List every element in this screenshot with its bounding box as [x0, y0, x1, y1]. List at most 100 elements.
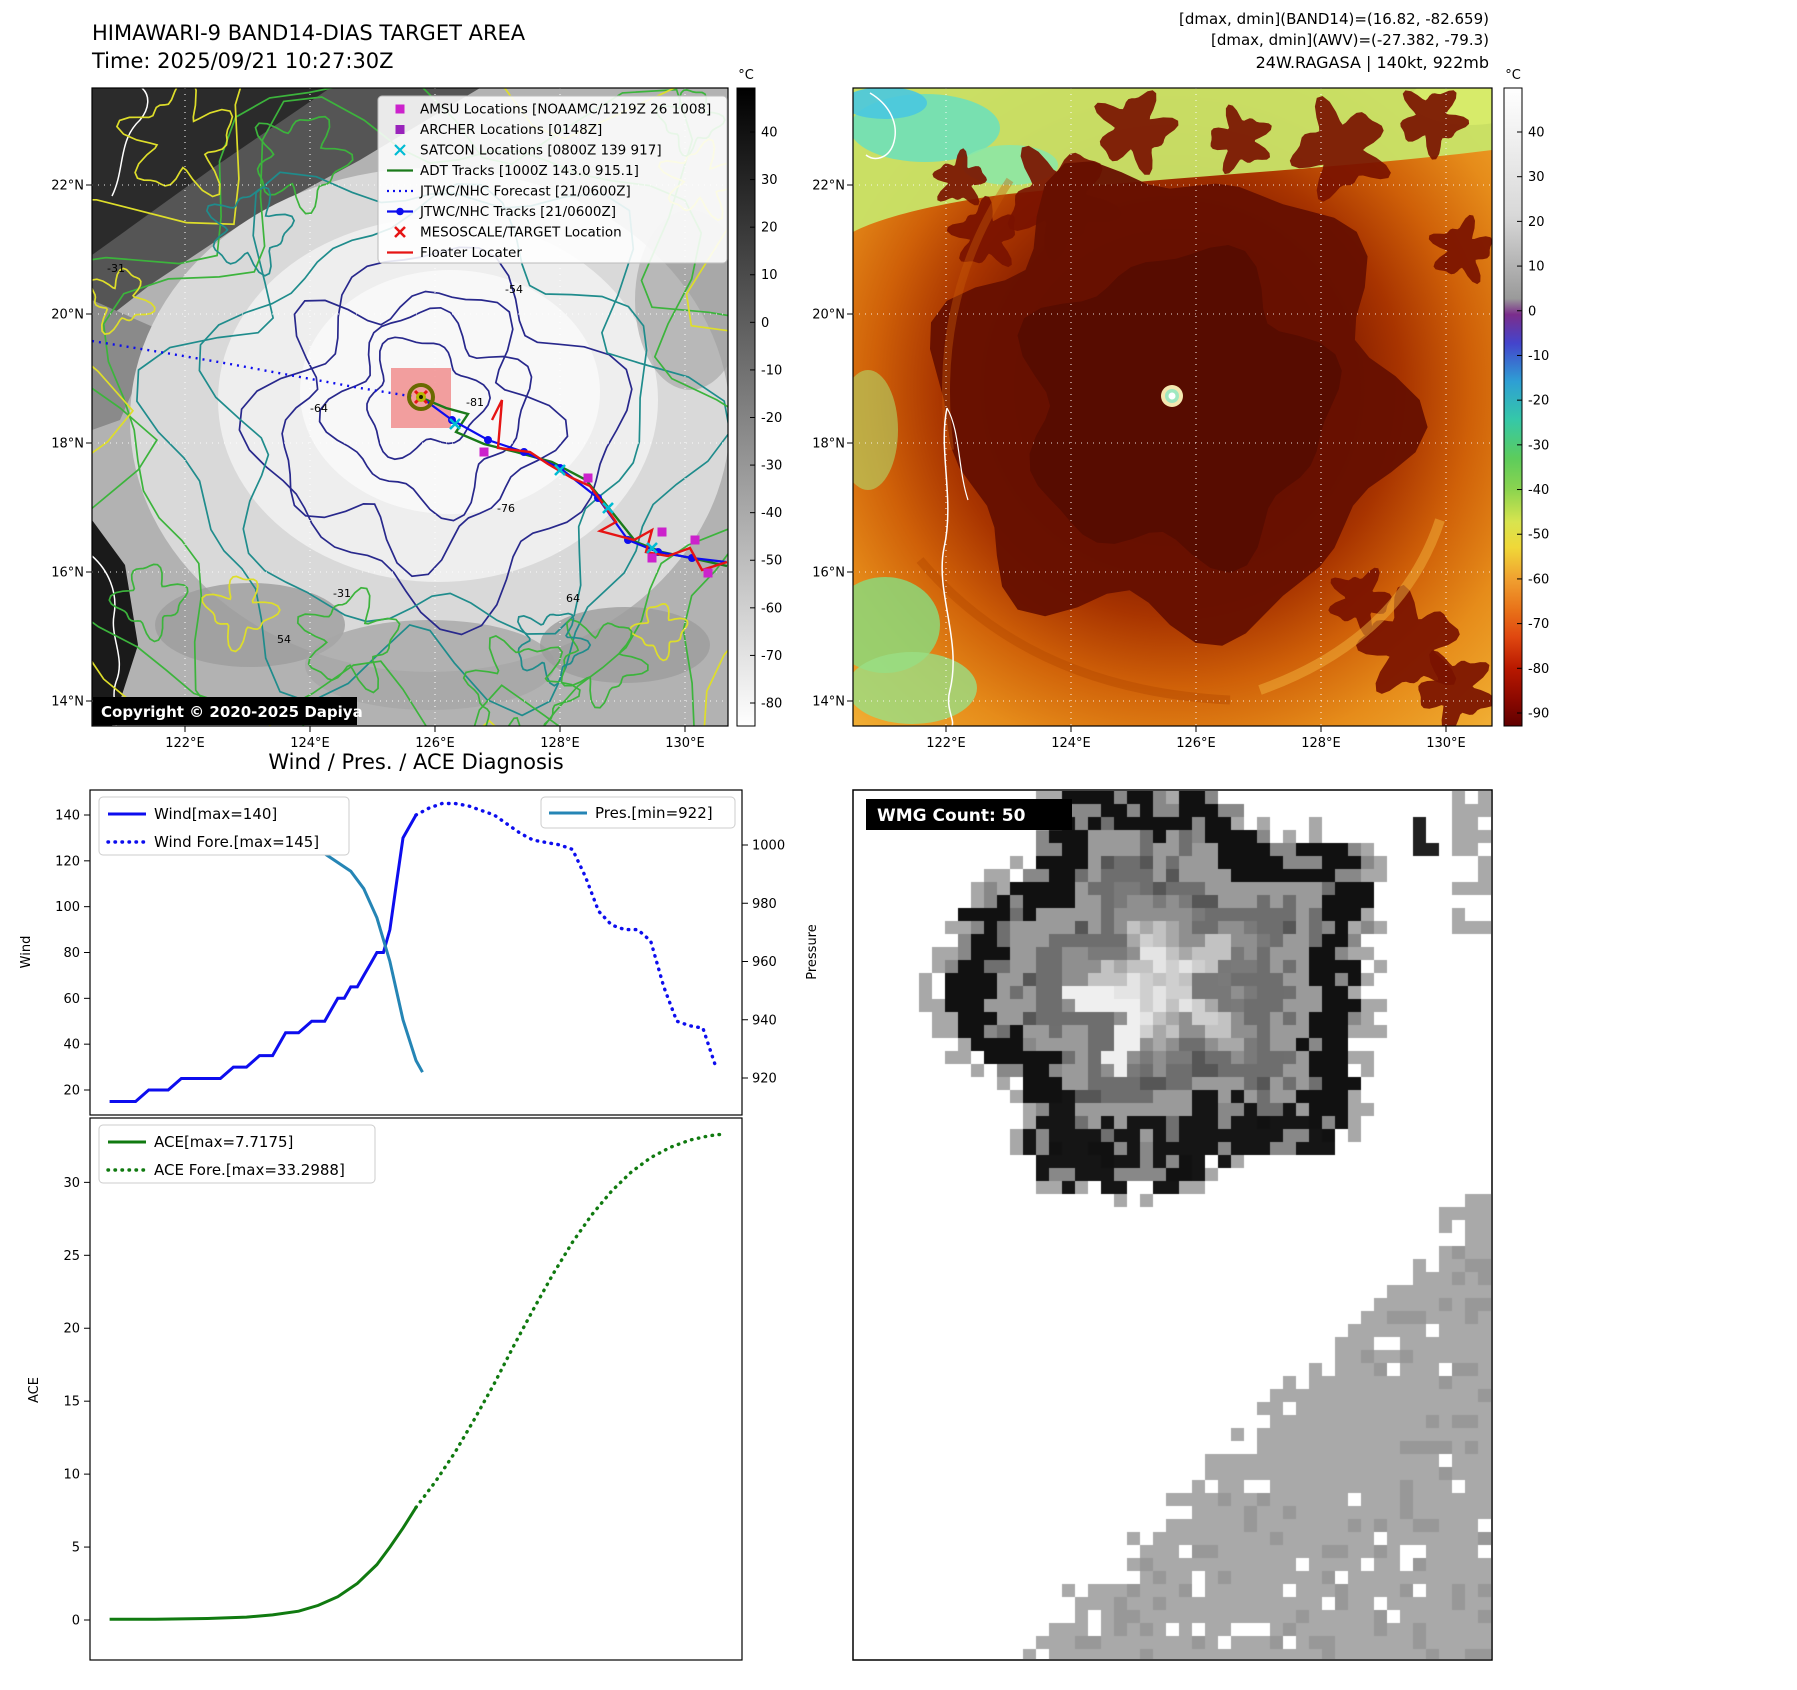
jtwc-dot-marker — [396, 207, 404, 216]
colorbar-tick-label: 20 — [761, 221, 778, 236]
band14-legend: AMSU Locations [NOAAMC/1219Z 26 1008] AR… — [377, 95, 728, 264]
band14-panel: HIMAWARI-9 BAND14-DIAS TARGET AREA Time:… — [51, 21, 782, 751]
legend-label: JTWC/NHC Tracks [21/0600Z] — [419, 204, 616, 220]
jtwc-forecast-track — [92, 339, 423, 400]
colorbar-tick-label: -50 — [761, 554, 782, 569]
ace-tick-label: 5 — [72, 1541, 80, 1556]
colorbar-tick-label: -40 — [761, 506, 782, 521]
wmg-border — [852, 789, 1493, 1661]
amsu-square-marker — [583, 473, 593, 483]
wmg-count-label: WMG Count: 50 — [877, 806, 1026, 826]
spiral-band — [1258, 518, 1445, 695]
lat-tick-label: 14°N — [51, 695, 84, 710]
copyright-bar — [93, 697, 357, 725]
wind-legend: Wind[max=140] Wind Fore.[max=145] — [98, 796, 350, 856]
contour-ring — [560, 618, 649, 709]
satcon-x-marker — [449, 418, 461, 430]
colorbar-tick-label: 30 — [1528, 170, 1545, 185]
colorbar-tick-label: 10 — [761, 268, 778, 283]
cloud-patch — [155, 583, 345, 667]
contour-ring — [92, 267, 156, 336]
contour-ring — [296, 586, 401, 694]
contour-ring — [201, 575, 281, 653]
wind-tick-label: 100 — [55, 900, 80, 915]
pressure-tick-label: 1000 — [752, 839, 785, 854]
chart-series-layer: 20 40 60 80 100 120 140 920 940 960 980 1000 0 5 10 15 2… — [55, 801, 785, 1629]
colorbar-tick-label: -30 — [761, 459, 782, 474]
colorbar-tick-label: -80 — [761, 696, 782, 711]
band14-title: HIMAWARI-9 BAND14-DIAS TARGET AREA — [92, 21, 526, 45]
colorbar-tick-label: 10 — [1528, 260, 1545, 275]
colorbar-tick-label: 40 — [761, 126, 778, 141]
satcon-x-marker — [646, 542, 658, 554]
lat-tick-label: 18°N — [812, 437, 845, 452]
amsu-square-marker — [703, 568, 713, 578]
lon-tick-label: 124°E — [1051, 736, 1091, 751]
wmg-pixel-image — [854, 791, 1491, 1659]
awv-panel: [dmax, dmin](BAND14)=(16.82, -82.659) [d… — [812, 10, 1549, 751]
colorbar-tick-label: -40 — [1528, 483, 1549, 498]
colorbar-tick-label: -20 — [761, 411, 782, 426]
cold-cloud-core — [92, 88, 330, 255]
satcon-x-marker — [554, 464, 566, 476]
diagnosis-panel: Wind / Pres. / ACE Diagnosis Wind Pressu… — [19, 750, 820, 1661]
colorbar-tick-label: -10 — [761, 363, 782, 378]
colorbar-tick-label: -80 — [1528, 662, 1549, 677]
ace-tick-label: 25 — [63, 1249, 80, 1264]
contour-ring — [254, 115, 354, 215]
wind-fore--max------series — [414, 801, 718, 1069]
contour-ring — [205, 186, 296, 277]
wind-tick-label: 20 — [63, 1084, 80, 1099]
diagnosis-title: Wind / Pres. / ACE Diagnosis — [268, 750, 563, 774]
colorbar-tick-label: -60 — [1528, 572, 1549, 587]
lon-tick-label: 126°E — [415, 736, 455, 751]
pressure-tick-label: 920 — [752, 1072, 777, 1087]
ace-max---------series — [109, 1506, 418, 1621]
colorbar-unit: °C — [738, 68, 754, 83]
colorbar-tick-label: -50 — [1528, 528, 1549, 543]
awv-colorbar-ticks: 40 30 20 10 0 -10 -20 -30 -40 -50 -60 -70 -80 -90 — [1517, 126, 1549, 721]
wind-tick-label: 140 — [55, 808, 80, 823]
legend-label: Floater Locater — [420, 245, 522, 261]
band14-colorbar-ticks: 40 30 20 10 0 -10 -20 -30 -40 -50 -60 -70 -80 — [750, 126, 782, 711]
colorbar-unit: °C — [1505, 68, 1521, 83]
band14-time: Time: 2025/09/21 10:27:30Z — [91, 49, 394, 73]
lat-tick-label: 16°N — [812, 566, 845, 581]
lat-tick-label: 16°N — [51, 566, 84, 581]
lon-tick-label: 126°E — [1176, 736, 1216, 751]
amsu-square-marker — [647, 553, 657, 563]
legend-label: AMSU Locations [NOAAMC/1219Z 26 1008] — [420, 102, 711, 118]
contour-label: -54 — [505, 283, 523, 296]
colorbar-tick-label: -70 — [761, 649, 782, 664]
lon-tick-label: 124°E — [290, 736, 330, 751]
ace-fore--max----------series — [414, 1132, 725, 1510]
contour-ring — [198, 183, 648, 635]
bullseye-center — [419, 395, 423, 399]
lat-tick-label: 20°N — [812, 308, 845, 323]
pressure-tick-label: 940 — [752, 1013, 777, 1028]
colorbar-tick-label: -70 — [1528, 617, 1549, 632]
deep-convection-blobs — [930, 90, 1492, 726]
pressure-axis-label: Pressure — [805, 924, 820, 980]
contour-label: 54 — [277, 633, 291, 646]
contour-label: -31 — [333, 587, 351, 600]
ace-chart-frame — [89, 1117, 743, 1661]
contour-ring — [238, 246, 633, 636]
copyright-text: Copyright © 2020-2025 Dapiya — [101, 703, 363, 721]
contour-ring — [92, 88, 728, 726]
legend-label: ACE[max=7.7175] — [154, 1133, 293, 1151]
amsu-square-marker — [395, 104, 405, 114]
cloud-patch — [305, 620, 555, 710]
amsu-square-marker — [690, 535, 700, 545]
cool-patch — [853, 88, 927, 119]
jtwc-track-point — [484, 436, 492, 444]
colorbar-tick-label: -30 — [1528, 438, 1549, 453]
contour-ring — [517, 612, 592, 687]
legend-label: Pres.[min=922] — [595, 804, 713, 822]
lat-tick-label: 18°N — [51, 437, 84, 452]
contour-ring — [281, 290, 569, 578]
colorbar-tick-label: -10 — [1528, 349, 1549, 364]
ace-tick-label: 0 — [72, 1614, 80, 1629]
pressure-tick-label: 980 — [752, 897, 777, 912]
